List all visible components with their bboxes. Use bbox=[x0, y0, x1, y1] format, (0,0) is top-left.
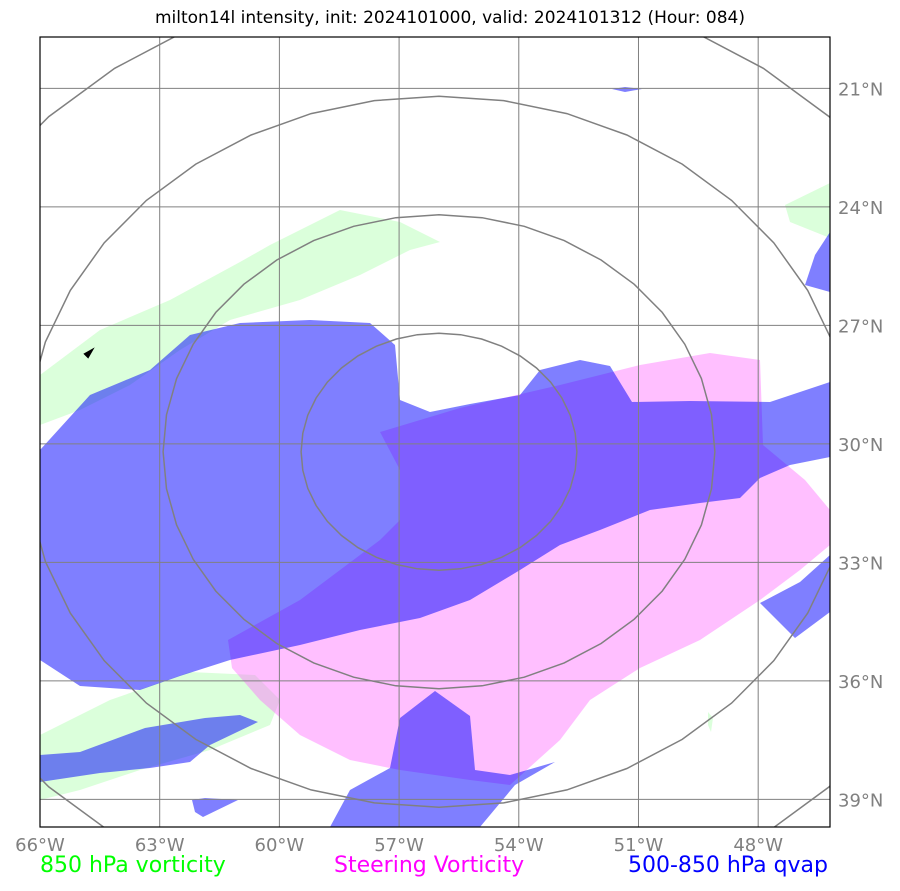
latitude-tick-label: 33°N bbox=[838, 553, 883, 574]
latitude-tick-label: 21°N bbox=[838, 79, 883, 100]
legend-850-vorticity: 850 hPa vorticity bbox=[40, 853, 226, 878]
plot-frame bbox=[39, 36, 831, 828]
longitude-tick-label: 66°W bbox=[15, 835, 65, 856]
range-ring bbox=[300, 332, 578, 572]
legend-qvap: 500-850 hPa qvap bbox=[627, 853, 828, 878]
vorticity-850-band-north bbox=[40, 210, 440, 425]
coast-mark bbox=[83, 347, 95, 359]
latitude-tick-label: 36°N bbox=[838, 672, 883, 693]
latitude-tick-label: 27°N bbox=[838, 316, 883, 337]
longitude-tick-label: 48°W bbox=[733, 835, 783, 856]
qvap-field bbox=[40, 87, 830, 827]
longitude-tick-label: 57°W bbox=[374, 835, 424, 856]
latitude-tick-label: 24°N bbox=[838, 198, 883, 219]
latitude-labels: 39°N 36°N 33°N 30°N 27°N 24°N 21°N bbox=[838, 79, 883, 811]
longitude-tick-label: 60°W bbox=[255, 835, 305, 856]
qvap-southwest-strip bbox=[40, 715, 258, 782]
range-ring bbox=[162, 213, 716, 690]
latitude-tick-label: 39°N bbox=[838, 790, 883, 811]
legend-steering-vorticity: Steering Vorticity bbox=[334, 853, 525, 878]
qvap-south-plume bbox=[330, 691, 555, 827]
longitude-labels: 66°W 63°W 60°W 57°W 54°W 51°W 48°W bbox=[15, 835, 783, 856]
map-title: milton14l intensity, init: 2024101000, v… bbox=[154, 8, 745, 28]
graticule bbox=[40, 37, 830, 827]
longitude-tick-label: 63°W bbox=[135, 835, 185, 856]
vorticity-850-patch-east bbox=[785, 183, 830, 238]
qvap-small-blob-west bbox=[192, 798, 238, 817]
longitude-tick-label: 51°W bbox=[614, 835, 664, 856]
qvap-southeast-blob bbox=[760, 555, 830, 638]
range-ring bbox=[40, 95, 830, 809]
latitude-tick-label: 30°N bbox=[838, 435, 883, 456]
qvap-east-blob bbox=[805, 232, 830, 292]
qvap-main bbox=[40, 320, 830, 690]
longitude-tick-label: 54°W bbox=[494, 835, 544, 856]
